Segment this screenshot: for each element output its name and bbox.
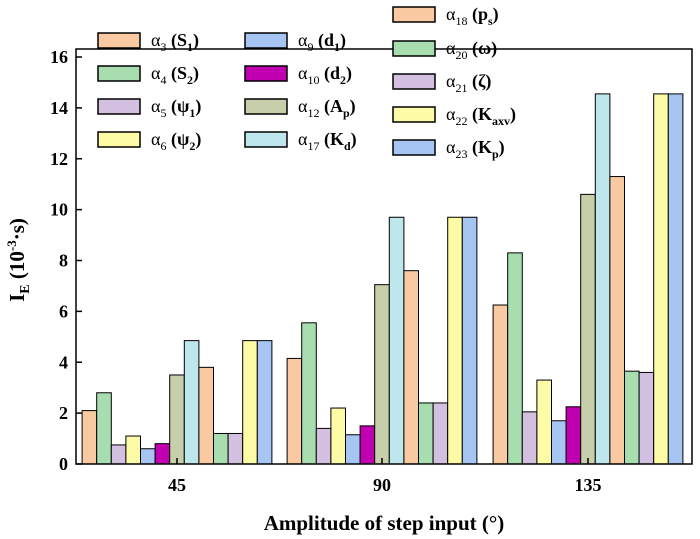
bar-α6-90 xyxy=(330,407,346,465)
bar-α23-45 xyxy=(256,340,273,465)
legend-label: α5 (ψ1) xyxy=(151,96,201,120)
legend-swatch xyxy=(392,73,436,90)
bar-α3-90 xyxy=(286,357,303,465)
legend-item: α22 (Kaxv) xyxy=(392,104,516,128)
x-tick-label: 90 xyxy=(373,475,391,495)
legend-label: α3 (S1) xyxy=(151,30,199,54)
bar-α17-45 xyxy=(183,340,200,465)
legend-swatch xyxy=(244,131,288,148)
y-tick-label: 8 xyxy=(59,251,68,271)
bar-α4-90 xyxy=(301,322,317,465)
legend-item: α5 (ψ1) xyxy=(97,96,201,120)
bar-α9-135 xyxy=(551,420,567,465)
bar-α23-135 xyxy=(667,93,684,465)
bar-α18-90 xyxy=(403,270,419,465)
bar-α20-45 xyxy=(213,432,229,465)
legend-item: α17 (Kd) xyxy=(244,129,357,153)
bar-α4-45 xyxy=(96,392,112,465)
legend-label: α4 (S2) xyxy=(151,63,199,87)
y-tick-label: 0 xyxy=(59,454,68,474)
legend-item: α6 (ψ2) xyxy=(97,129,201,153)
legend-item: α12 (Ap) xyxy=(244,96,356,120)
plot-frame xyxy=(75,48,693,465)
y-tick-label: 10 xyxy=(50,200,68,220)
y-tick-label: 12 xyxy=(50,149,68,169)
bar-α4-135 xyxy=(507,252,523,465)
y-tick-label: 6 xyxy=(59,301,68,321)
legend-swatch xyxy=(97,65,141,82)
legend-swatch xyxy=(244,32,288,49)
bar-α20-135 xyxy=(624,370,640,465)
legend-label: α18 (ps) xyxy=(446,4,499,28)
bar-α10-90 xyxy=(359,425,376,465)
bar-α5-90 xyxy=(315,427,332,465)
y-tick-label: 14 xyxy=(50,98,68,118)
legend-label: α21 (ζ) xyxy=(446,71,491,95)
legend-swatch xyxy=(244,98,288,115)
bar-α17-135 xyxy=(594,93,611,465)
legend-swatch xyxy=(392,40,436,57)
legend-label: α9 (d1) xyxy=(298,30,346,54)
bar-α5-45 xyxy=(110,444,127,465)
bar-α5-135 xyxy=(521,411,538,465)
bar-α18-135 xyxy=(609,176,626,465)
y-axis-label: IE (10-3·s) xyxy=(4,218,33,302)
bar-α3-45 xyxy=(81,410,98,465)
legend-item: α18 (ps) xyxy=(392,4,499,28)
bar-α21-90 xyxy=(432,402,449,465)
bar-α3-135 xyxy=(492,304,509,465)
legend-label: α10 (d2) xyxy=(298,63,352,87)
bar-α21-135 xyxy=(638,371,655,465)
bar-α9-90 xyxy=(345,434,361,465)
y-tick-label: 2 xyxy=(59,403,68,423)
legend-label: α17 (Kd) xyxy=(298,129,357,153)
legend-label: α22 (Kaxv) xyxy=(446,104,516,128)
bar-α22-90 xyxy=(447,216,463,465)
bar-α6-135 xyxy=(536,379,553,465)
bar-α12-90 xyxy=(374,284,390,465)
bar-α17-90 xyxy=(388,216,405,465)
legend-swatch xyxy=(97,98,141,115)
bar-α22-135 xyxy=(653,93,669,465)
y-tick-label: 4 xyxy=(59,352,68,372)
bar-α10-45 xyxy=(154,443,171,465)
legend-label: α12 (Ap) xyxy=(298,96,356,120)
legend-swatch xyxy=(244,65,288,82)
bar-α12-45 xyxy=(169,374,185,465)
legend-item: α3 (S1) xyxy=(97,30,199,54)
legend-swatch xyxy=(392,6,436,23)
legend-swatch xyxy=(392,106,436,123)
legend-item: α20 (ω) xyxy=(392,38,497,62)
bar-α10-135 xyxy=(565,406,582,465)
x-axis-label: Amplitude of step input (°) xyxy=(264,511,505,535)
bar-α12-135 xyxy=(580,193,596,465)
legend-label: α6 (ψ2) xyxy=(151,129,201,153)
bar-α6-45 xyxy=(125,435,142,465)
legend-item: α9 (d1) xyxy=(244,30,346,54)
bar-α18-45 xyxy=(198,366,214,465)
legend-item: α4 (S2) xyxy=(97,63,199,87)
legend-item: α21 (ζ) xyxy=(392,71,491,95)
bar-α9-45 xyxy=(140,448,156,465)
legend-swatch xyxy=(97,32,141,49)
bar-α20-90 xyxy=(418,402,434,465)
x-tick-label: 45 xyxy=(168,475,186,495)
legend-label: α23 (Kp) xyxy=(446,137,505,161)
legend-label: α20 (ω) xyxy=(446,38,497,62)
bar-α22-45 xyxy=(242,340,258,465)
bar-α21-45 xyxy=(227,432,244,465)
legend-item: α10 (d2) xyxy=(244,63,352,87)
legend-swatch xyxy=(97,131,141,148)
y-tick-label: 16 xyxy=(50,47,68,67)
legend-swatch xyxy=(392,139,436,156)
x-tick-label: 135 xyxy=(575,475,602,495)
bar-α23-90 xyxy=(461,216,478,465)
legend-item: α23 (Kp) xyxy=(392,137,505,161)
